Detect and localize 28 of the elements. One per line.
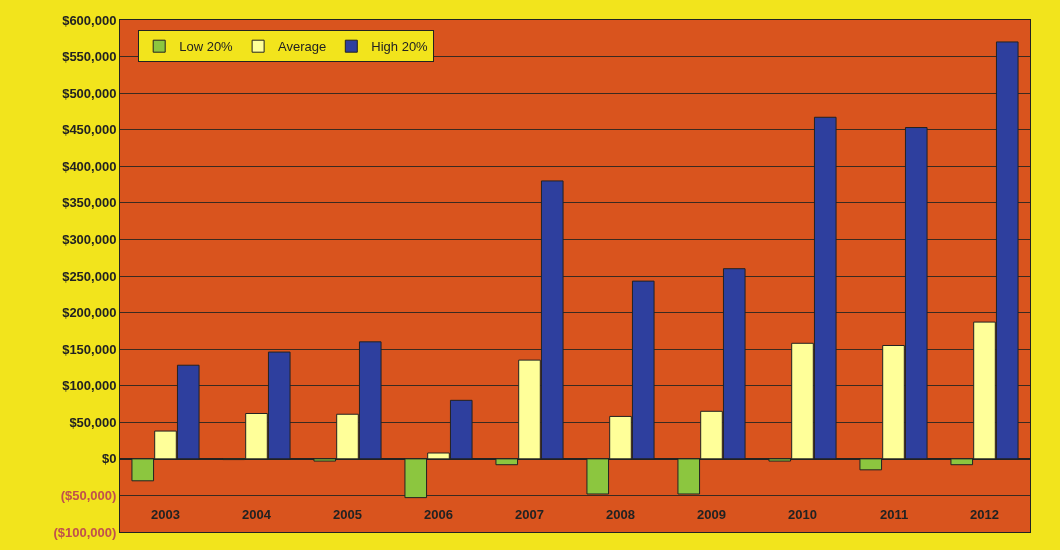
x-tick-label: 2005 (333, 507, 362, 522)
x-tick-label: 2006 (424, 507, 453, 522)
y-tick-label: $50,000 (69, 414, 117, 430)
y-tick-label: $600,000 (62, 12, 117, 28)
y-tick-label: $350,000 (62, 195, 117, 211)
x-tick-label: 2011 (880, 507, 909, 522)
legend-label: High 20% (371, 39, 429, 55)
y-tick-label: $450,000 (62, 122, 117, 138)
x-tick-label: 2004 (242, 507, 272, 522)
x-tick-label: 2008 (606, 507, 635, 522)
y-tick-label: $100,000 (62, 378, 117, 394)
x-tick-label: 2003 (151, 507, 180, 522)
y-tick-label: ($50,000) (60, 487, 117, 503)
y-tick-label: $300,000 (62, 231, 117, 247)
y-tick-label: $400,000 (62, 158, 117, 174)
x-tick-label: 2007 (515, 507, 544, 522)
y-tick-label: $200,000 (62, 305, 117, 321)
legend-label: Low 20% (179, 39, 234, 55)
y-tick-label: $250,000 (62, 268, 117, 284)
x-tick-label: 2012 (970, 507, 999, 522)
y-tick-label: $150,000 (62, 341, 117, 357)
y-tick-label: $0 (101, 451, 117, 467)
y-tick-label: $500,000 (62, 85, 117, 101)
x-tick-label: 2010 (788, 507, 817, 522)
y-tick-label: ($100,000) (53, 524, 117, 540)
y-tick-label: $550,000 (62, 49, 117, 65)
x-tick-label: 2009 (697, 507, 726, 522)
legend-label: Average (278, 39, 327, 55)
